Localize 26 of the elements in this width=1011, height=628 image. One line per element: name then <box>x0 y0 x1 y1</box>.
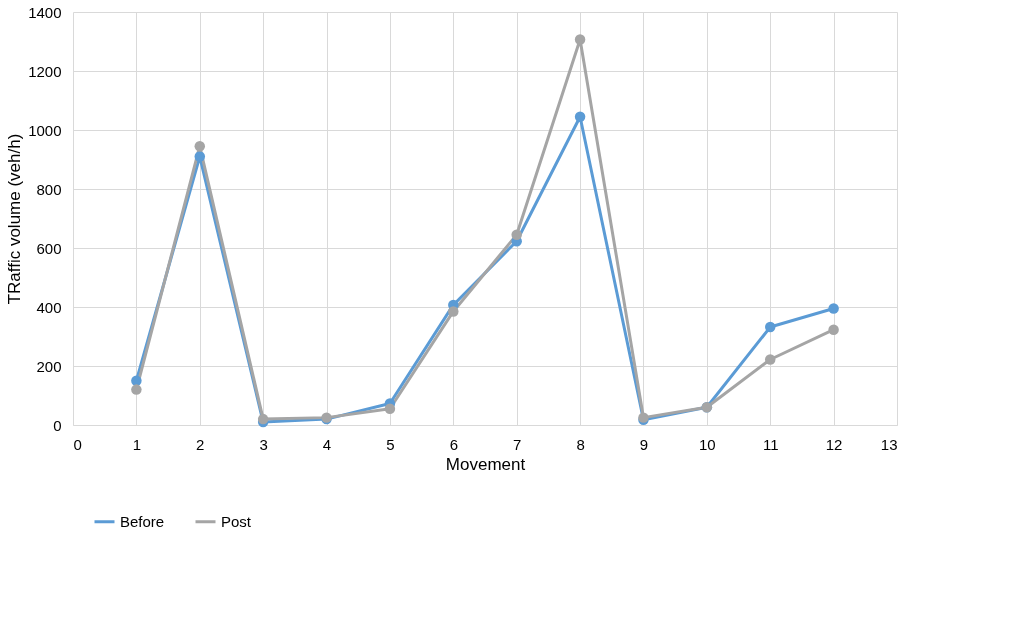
x-axis-title: Movement <box>445 454 526 474</box>
x-tick-label: 11 <box>762 435 779 453</box>
x-tick-label: 9 <box>639 435 649 453</box>
y-tick-label: 0 <box>53 416 62 434</box>
y-tick-label: 1200 <box>28 62 62 80</box>
x-tick-label: 5 <box>386 435 395 453</box>
y-tick-label: 200 <box>36 357 62 375</box>
y-tick-label: 400 <box>36 298 62 316</box>
legend-label: Before <box>120 512 165 530</box>
y-axis-title: TRaffic volume (veh/h) <box>5 133 25 305</box>
x-tick-label: 12 <box>825 435 843 453</box>
x-tick-label: 13 <box>880 435 898 453</box>
x-tick-label: 8 <box>576 435 585 453</box>
legend-label: Post <box>221 512 252 530</box>
x-tick-label: 4 <box>322 435 332 453</box>
x-tick-label: 7 <box>513 435 522 453</box>
x-tick-label: 0 <box>73 435 82 453</box>
x-tick-label: 1 <box>132 435 142 453</box>
y-tick-label: 1400 <box>28 3 62 21</box>
x-tick-label: 2 <box>196 435 205 453</box>
x-tick-label: 3 <box>259 435 268 453</box>
y-tick-label: 600 <box>36 239 62 257</box>
x-tick-label: 6 <box>449 435 458 453</box>
x-tick-label: 10 <box>699 435 716 453</box>
y-tick-label: 800 <box>36 180 62 198</box>
y-tick-label: 1000 <box>28 121 62 139</box>
